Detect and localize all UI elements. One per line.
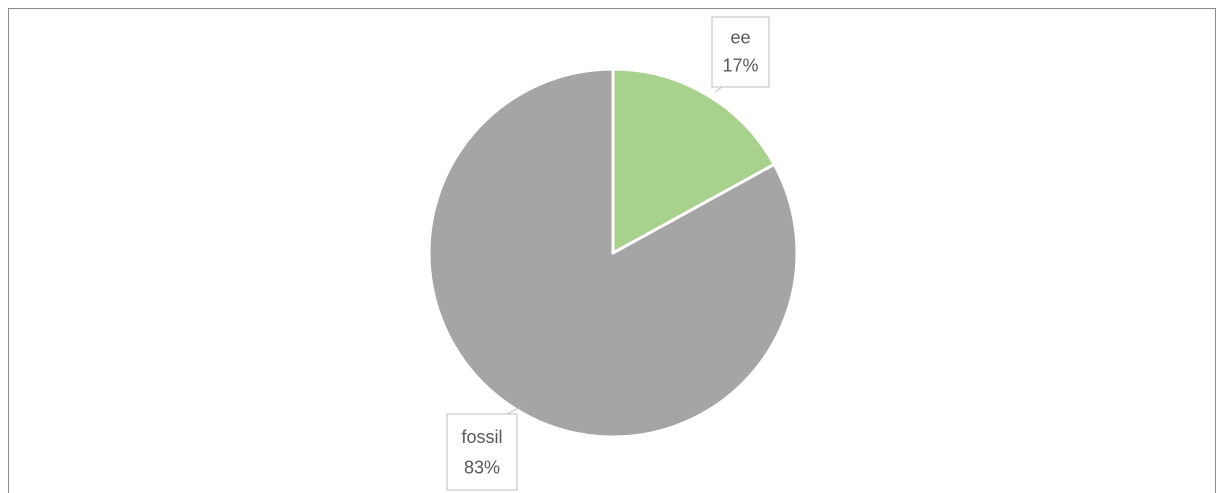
data-label-ee: ee 17%	[711, 16, 770, 93]
data-label-category: ee	[730, 28, 750, 48]
data-label-box	[446, 413, 518, 491]
leader-line	[714, 86, 723, 93]
pie-slice-ee	[611, 67, 776, 255]
leader-line	[506, 406, 522, 415]
data-label-category: fossil	[461, 427, 502, 447]
data-label-value: 17%	[722, 56, 758, 76]
data-label-box	[711, 16, 770, 88]
pie-slice-fossil	[427, 67, 799, 439]
chart-frame	[8, 8, 1216, 493]
data-label-fossil: fossil 83%	[446, 406, 522, 491]
data-label-value: 83%	[464, 457, 500, 477]
